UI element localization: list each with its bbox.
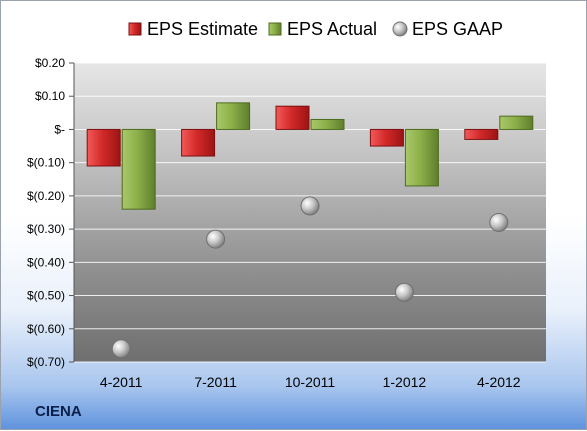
estimate-bar — [369, 128, 404, 147]
y-tick-label: $0.20 — [35, 56, 65, 70]
y-tick-label: $(0.10) — [27, 156, 65, 170]
y-tick-label: $(0.70) — [27, 355, 65, 369]
legend-actual: EPS Actual — [268, 19, 377, 39]
company-name: CIENA — [35, 403, 82, 420]
actual-bar — [216, 102, 251, 130]
gaap-points — [111, 196, 509, 359]
legend-gaap-label: EPS GAAP — [412, 19, 503, 39]
actual-bar — [404, 128, 439, 187]
actual-bar — [121, 128, 156, 210]
legend-estimate-swatch — [128, 22, 142, 36]
legend-gaap-swatch — [392, 21, 408, 37]
legend-gaap: EPS GAAP — [392, 19, 503, 39]
legend-estimate: EPS Estimate — [128, 19, 258, 39]
estimate-bar — [86, 128, 121, 167]
y-tick-label: $(0.50) — [27, 289, 65, 303]
estimate-bar — [181, 128, 216, 157]
bars — [86, 102, 534, 210]
legend-actual-swatch — [268, 22, 282, 36]
y-tick-label: $(0.20) — [27, 189, 65, 203]
x-tick-label: 4-2012 — [477, 374, 521, 390]
estimate-bar — [464, 128, 499, 140]
y-tick-label: $- — [54, 122, 65, 136]
y-tick-label: $(0.60) — [27, 322, 65, 336]
gaap-point — [206, 229, 226, 249]
actual-bar — [499, 115, 534, 130]
legend: EPS Estimate EPS Actual EPS GAAP — [128, 19, 503, 39]
gaap-point — [489, 212, 509, 232]
gaap-point — [394, 282, 414, 302]
legend-estimate-label: EPS Estimate — [147, 19, 258, 39]
x-tick-label: 1-2012 — [383, 374, 427, 390]
gaap-point — [300, 196, 320, 216]
y-axis: $0.20 $0.10 $- $(0.10) $(0.20) $(0.30) $(0.40)… — [27, 56, 75, 369]
x-tick-label: 10-2011 — [285, 374, 336, 390]
y-tick-label: $(0.40) — [27, 255, 65, 269]
x-tick-label: 4-2011 — [100, 374, 143, 390]
y-tick-label: $(0.30) — [27, 222, 65, 236]
x-tick-label: 7-2011 — [194, 374, 237, 390]
gaap-point — [111, 339, 131, 359]
estimate-bar — [275, 105, 310, 130]
y-tick-label: $0.10 — [35, 89, 65, 103]
x-axis: 4-2011 7-2011 10-2011 1-2012 4-2012 — [100, 374, 521, 390]
actual-bar — [310, 118, 345, 130]
legend-actual-label: EPS Actual — [287, 19, 377, 39]
